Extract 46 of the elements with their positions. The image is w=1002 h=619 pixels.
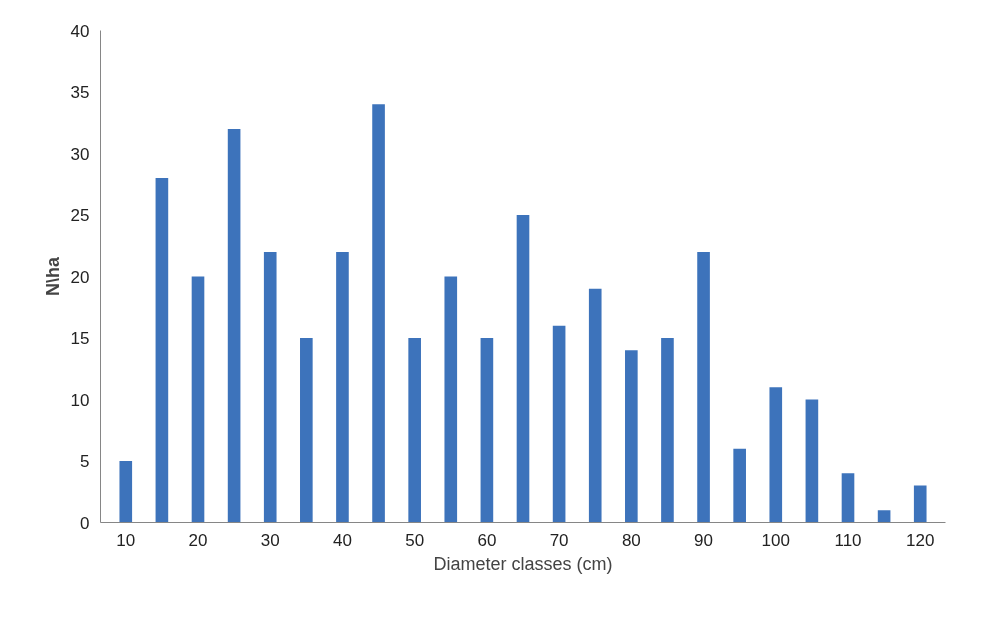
bar <box>119 461 133 523</box>
bar <box>841 473 855 523</box>
y-tick-label: 25 <box>70 206 90 225</box>
bar <box>227 128 241 523</box>
bar <box>191 276 205 523</box>
bar <box>408 338 421 523</box>
y-tick-label: 15 <box>70 329 90 348</box>
y-tick-label: 35 <box>70 83 90 102</box>
x-tick-label: 10 <box>116 530 136 550</box>
x-tick-label: 50 <box>405 530 425 550</box>
bar <box>372 104 385 523</box>
x-tick-label: 100 <box>761 530 790 550</box>
bar <box>516 215 530 523</box>
bar <box>733 448 746 523</box>
bar <box>913 485 927 523</box>
y-tick-label: 5 <box>80 452 90 471</box>
bar <box>697 251 710 523</box>
x-tick-label: 20 <box>188 530 208 550</box>
x-axis-title: Diameter classes (cm) <box>433 553 613 574</box>
bar <box>769 387 783 523</box>
y-axis-title: N\ha <box>42 256 63 296</box>
x-tick-label: 80 <box>621 530 641 550</box>
bar <box>661 338 674 523</box>
bar <box>263 251 277 523</box>
bar <box>155 178 169 523</box>
x-tick-label: 120 <box>906 530 935 550</box>
x-tick-label: 110 <box>834 530 862 550</box>
bar <box>336 251 349 523</box>
bar <box>805 399 819 523</box>
bar <box>300 338 313 523</box>
x-tick-label: 90 <box>694 530 714 550</box>
x-tick-label: 40 <box>332 530 352 550</box>
y-tick-label: 0 <box>80 513 90 533</box>
bar <box>625 350 638 523</box>
bar <box>480 338 494 523</box>
bar <box>877 510 891 523</box>
y-tick-label: 10 <box>70 390 90 410</box>
x-tick-label: 30 <box>260 530 280 550</box>
y-tick-label: 20 <box>70 267 90 287</box>
bar <box>552 325 566 523</box>
bar <box>588 288 602 523</box>
x-tick-label: 70 <box>549 530 569 550</box>
x-tick-label: 60 <box>477 530 497 550</box>
bar <box>444 276 458 523</box>
y-tick-label: 30 <box>70 144 90 164</box>
y-tick-label: 40 <box>70 21 90 41</box>
